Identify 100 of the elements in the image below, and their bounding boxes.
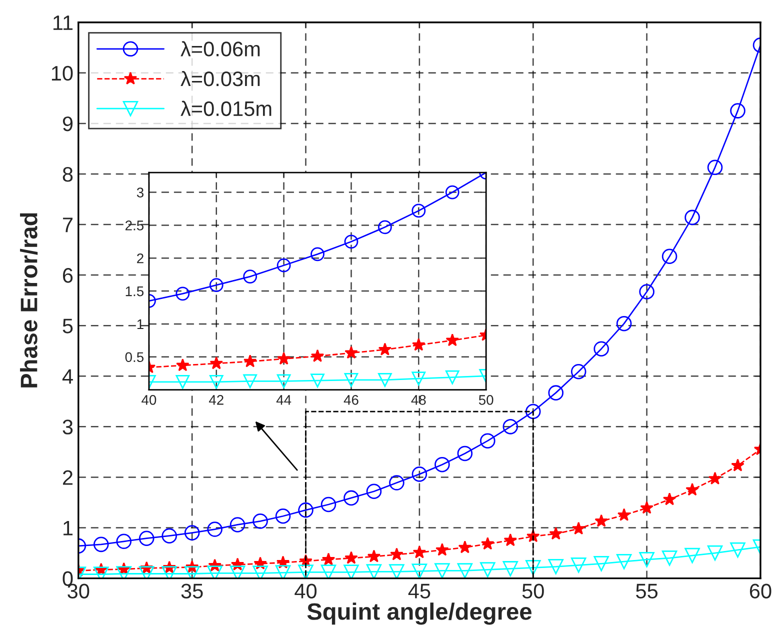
point <box>434 563 450 578</box>
point <box>548 385 564 400</box>
point <box>549 526 562 540</box>
point <box>310 374 324 388</box>
point <box>310 247 324 262</box>
point <box>412 466 428 482</box>
point <box>458 540 472 554</box>
x-tick-label: 50 <box>522 584 544 598</box>
point <box>445 370 460 384</box>
point <box>378 372 392 387</box>
y-tick-label: 6 <box>63 268 73 283</box>
y-tick-label: 11 <box>53 16 73 30</box>
point <box>730 103 746 118</box>
point <box>662 550 678 566</box>
point <box>436 543 449 556</box>
point <box>184 525 200 540</box>
point <box>640 501 654 514</box>
point <box>504 533 518 546</box>
point <box>616 316 632 332</box>
point <box>210 356 224 370</box>
x-tick-label: 44 <box>276 395 292 405</box>
point <box>707 160 723 176</box>
point <box>708 472 722 484</box>
point <box>684 210 700 226</box>
point <box>344 346 358 359</box>
point <box>344 490 359 506</box>
point <box>389 475 404 490</box>
point <box>480 433 496 448</box>
x-tick-label: 50 <box>478 395 494 405</box>
point <box>502 561 518 576</box>
x-tick-label: 60 <box>750 584 772 598</box>
y-tick-label: 7 <box>63 218 72 232</box>
point <box>480 562 496 578</box>
point <box>298 502 314 518</box>
legend-label: λ=0.06m <box>180 41 260 56</box>
point <box>366 484 382 500</box>
point <box>525 404 541 420</box>
point <box>548 559 564 574</box>
point <box>572 522 586 535</box>
x-tick-label: 40 <box>294 584 317 598</box>
point <box>276 374 291 388</box>
point <box>412 372 426 386</box>
point <box>230 517 246 532</box>
point <box>310 349 324 362</box>
point <box>594 556 609 572</box>
point <box>275 565 291 578</box>
point <box>344 564 359 578</box>
y-tick-label: 1.5 <box>126 286 144 296</box>
point <box>243 374 258 388</box>
x-tick-label: 42 <box>208 395 224 405</box>
point <box>344 234 358 249</box>
point <box>731 458 744 472</box>
point <box>93 536 109 552</box>
point <box>243 270 258 284</box>
point <box>378 342 392 356</box>
point <box>252 566 268 578</box>
y-tick-label: 10 <box>52 66 73 81</box>
point <box>176 358 190 372</box>
y-tick-label: 8 <box>62 166 73 182</box>
point <box>570 558 586 573</box>
point <box>639 552 654 568</box>
point <box>434 456 450 472</box>
point <box>594 514 608 527</box>
point <box>366 564 382 578</box>
x-tick-label: 30 <box>68 584 90 598</box>
point <box>730 542 746 558</box>
point <box>344 372 358 387</box>
x-tick-label: 35 <box>181 584 203 598</box>
point <box>322 552 336 566</box>
y-tick-label: 5 <box>62 318 73 334</box>
point <box>446 333 460 346</box>
point <box>276 258 291 272</box>
point <box>344 551 358 564</box>
point <box>445 185 460 200</box>
point <box>277 352 290 365</box>
legend-label: λ=0.03m <box>180 70 260 86</box>
point <box>207 566 222 578</box>
point <box>684 548 700 564</box>
x-axis-title: Squint angle/degree <box>307 602 532 625</box>
point <box>616 554 632 570</box>
y-tick-label: 0.5 <box>125 352 144 362</box>
point <box>412 564 428 578</box>
point <box>162 528 177 544</box>
point <box>502 419 518 434</box>
point <box>209 278 224 292</box>
point <box>176 374 190 389</box>
point <box>275 508 291 524</box>
legend-label: λ=0.015m <box>180 100 272 116</box>
point <box>686 482 699 496</box>
point <box>412 204 426 218</box>
x-tick-label: 55 <box>636 584 658 598</box>
point <box>320 496 336 512</box>
point <box>525 560 541 576</box>
point <box>389 564 404 578</box>
point <box>570 364 586 380</box>
x-tick-label: 46 <box>344 395 358 405</box>
x-tick-label: 45 <box>408 584 430 598</box>
y-tick-label: 9 <box>62 116 73 132</box>
point <box>594 341 609 356</box>
point <box>176 286 190 301</box>
